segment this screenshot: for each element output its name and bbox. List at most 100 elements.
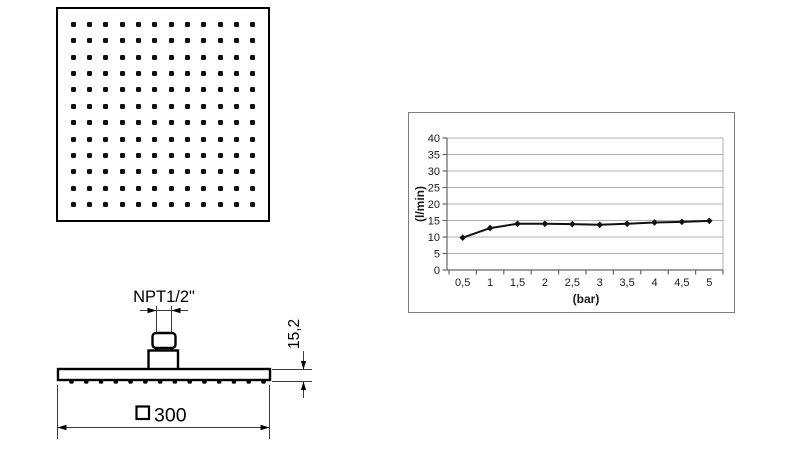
nozzle-dot <box>168 87 174 93</box>
nozzle-dot <box>233 54 239 60</box>
nozzle-dot <box>119 136 125 142</box>
nozzle-dot <box>119 120 125 126</box>
data-point-marker <box>569 220 576 228</box>
nozzle-dot <box>201 21 207 27</box>
nozzle-dot <box>168 120 174 126</box>
nozzle-dot <box>152 185 158 191</box>
nozzle-dot <box>103 70 109 76</box>
nozzle-dot <box>233 185 239 191</box>
nozzle-dot <box>217 54 223 60</box>
nozzle-dot <box>233 202 239 208</box>
nozzle-dot <box>70 136 76 142</box>
nozzle-dot <box>217 70 223 76</box>
nozzle-dot <box>184 185 190 191</box>
x-tick-label: 3 <box>597 277 603 289</box>
nozzle-dot <box>70 70 76 76</box>
nozzle-dot <box>135 136 141 142</box>
height-dimension: 15,2 <box>272 319 312 398</box>
showerhead-plate <box>56 367 272 382</box>
nozzle-dot <box>233 136 239 142</box>
nozzle-dot <box>184 38 190 44</box>
nozzle-dot <box>119 38 125 44</box>
nozzle-dot <box>152 103 158 109</box>
x-tick-label: 2,5 <box>565 277 580 289</box>
nozzle-dot <box>119 21 125 27</box>
x-tick-label: 5 <box>706 277 712 289</box>
nozzle-dot <box>86 185 92 191</box>
nozzle-dot <box>217 185 223 191</box>
nozzle-dot <box>86 38 92 44</box>
nozzle-dot <box>119 153 125 159</box>
nozzle-dot <box>119 185 125 191</box>
nozzle-dot <box>201 70 207 76</box>
nozzle-dot <box>217 21 223 27</box>
nozzle-dot <box>184 153 190 159</box>
x-tick-label: 4 <box>651 277 657 289</box>
nozzle-dot <box>233 38 239 44</box>
nozzle-dot <box>168 185 174 191</box>
nozzle-dot <box>86 153 92 159</box>
nozzle-dot <box>152 120 158 126</box>
nozzle-dot <box>201 120 207 126</box>
nozzle-dot <box>233 153 239 159</box>
nozzle-dot <box>152 136 158 142</box>
nozzle-dot <box>135 87 141 93</box>
nozzle-dot <box>168 202 174 208</box>
nozzle-dot <box>86 70 92 76</box>
x-axis-title: (bar) <box>573 292 600 306</box>
nozzle-dot <box>250 120 256 126</box>
height-label: 15,2 <box>286 319 303 349</box>
nozzle-dot <box>86 87 92 93</box>
nozzle-dot <box>217 136 223 142</box>
nozzle-dot <box>103 120 109 126</box>
x-tick-label: 4,5 <box>674 277 689 289</box>
data-point-marker <box>706 217 713 225</box>
nozzle-dot <box>70 153 76 159</box>
showerhead-top-view <box>56 7 270 222</box>
nozzle-dot <box>250 136 256 142</box>
y-tick-label: 5 <box>434 249 440 261</box>
nozzle-dot <box>70 120 76 126</box>
nozzle-dot <box>103 103 109 109</box>
nozzle-dot <box>152 153 158 159</box>
nozzle-dot <box>152 70 158 76</box>
nozzle-dot <box>70 169 76 175</box>
flow-rate-chart: 0 5 10 15 20 25 30 35 40 0,5 1 1,5 2 2,5 3 3,5 4 4,5 5 (ba… <box>408 112 735 313</box>
nozzle-dot <box>168 54 174 60</box>
nozzle-dot <box>103 169 109 175</box>
nozzle-dot <box>250 87 256 93</box>
npt-dimension: NPT1/2" <box>133 288 195 332</box>
nozzle-dot <box>103 185 109 191</box>
chart-canvas: 0 5 10 15 20 25 30 35 40 0,5 1 1,5 2 2,5 3 3,5 4 4,5 5 (ba… <box>413 133 724 306</box>
nozzle-dot <box>70 202 76 208</box>
nozzle-dot <box>152 87 158 93</box>
nozzle-dot <box>135 54 141 60</box>
x-tick-label: 1 <box>487 277 493 289</box>
nozzle-dot <box>70 38 76 44</box>
y-axis-title: (l/min) <box>413 186 427 222</box>
nozzle-dot <box>103 136 109 142</box>
fitting-block <box>147 349 180 372</box>
nozzle-dot <box>250 103 256 109</box>
nozzle-dot <box>119 87 125 93</box>
nozzle-dot <box>168 103 174 109</box>
nozzle-dot <box>135 103 141 109</box>
nozzle-dot <box>119 54 125 60</box>
nozzle-dot <box>201 54 207 60</box>
nozzle-dot <box>217 153 223 159</box>
fitting-nut <box>151 331 177 350</box>
nozzle-dot <box>250 153 256 159</box>
nozzle-dot <box>86 54 92 60</box>
nozzle-dot <box>250 21 256 27</box>
nozzle-dot <box>250 38 256 44</box>
nozzle-dot <box>217 87 223 93</box>
nozzle-dot <box>184 21 190 27</box>
nozzle-dot <box>233 103 239 109</box>
arrowhead-icon <box>260 424 270 431</box>
nozzle-dot <box>250 169 256 175</box>
nozzle-dot <box>70 185 76 191</box>
nozzle-dot <box>184 87 190 93</box>
nozzle-dot <box>184 54 190 60</box>
